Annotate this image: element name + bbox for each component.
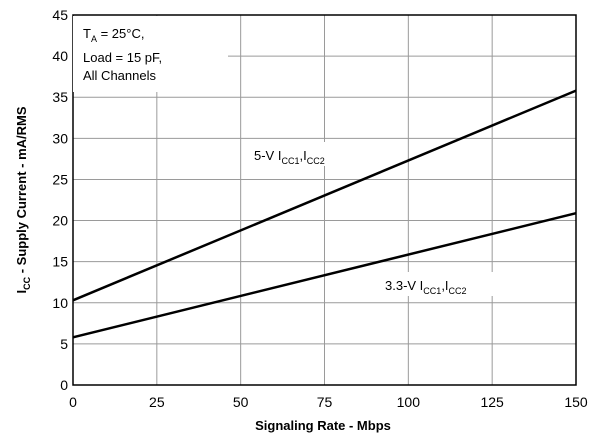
plot-frame — [72, 14, 577, 386]
condition-channels: All Channels — [83, 68, 156, 83]
grid-lines — [73, 15, 576, 385]
x-axis-title: Signaling Rate - Mbps — [255, 418, 391, 433]
x-tick-labels: 0 25 50 75 100 125 150 — [69, 394, 588, 410]
x-tick-label: 0 — [69, 394, 77, 410]
y-axis-title: ICC - Supply Current - mA/RMS — [14, 106, 32, 293]
series-line-3v3 — [72, 211, 577, 339]
y-tick-label: 40 — [52, 48, 68, 64]
y-tick-label: 5 — [60, 336, 68, 352]
series-lines — [72, 89, 577, 339]
condition-temperature: TA = 25°C, — [83, 26, 144, 44]
y-tick-labels: 0 5 10 15 20 25 30 35 40 45 — [52, 7, 68, 393]
series-label-5v: 5-V ICC1,ICC2 — [254, 148, 325, 166]
condition-load: Load = 15 pF, — [83, 50, 162, 65]
x-tick-label: 75 — [317, 394, 333, 410]
y-tick-label: 15 — [52, 254, 68, 270]
series-line-5v — [72, 89, 577, 302]
y-tick-label: 0 — [60, 377, 68, 393]
y-tick-label: 45 — [52, 7, 68, 23]
y-tick-label: 25 — [52, 171, 68, 187]
series-label-bg-5v — [250, 142, 363, 166]
y-tick-label: 35 — [52, 89, 68, 105]
x-tick-label: 25 — [149, 394, 165, 410]
series-label-3v3: 3.3-V ICC1,ICC2 — [385, 278, 467, 296]
x-tick-label: 50 — [233, 394, 249, 410]
series-label-bg-3v3 — [380, 272, 506, 296]
conditions-box — [73, 16, 228, 92]
x-tick-label: 125 — [480, 394, 504, 410]
x-tick-label: 100 — [397, 394, 421, 410]
y-tick-label: 10 — [52, 295, 68, 311]
y-tick-label: 20 — [52, 213, 68, 229]
y-tick-label: 30 — [52, 130, 68, 146]
x-tick-label: 150 — [564, 394, 588, 410]
